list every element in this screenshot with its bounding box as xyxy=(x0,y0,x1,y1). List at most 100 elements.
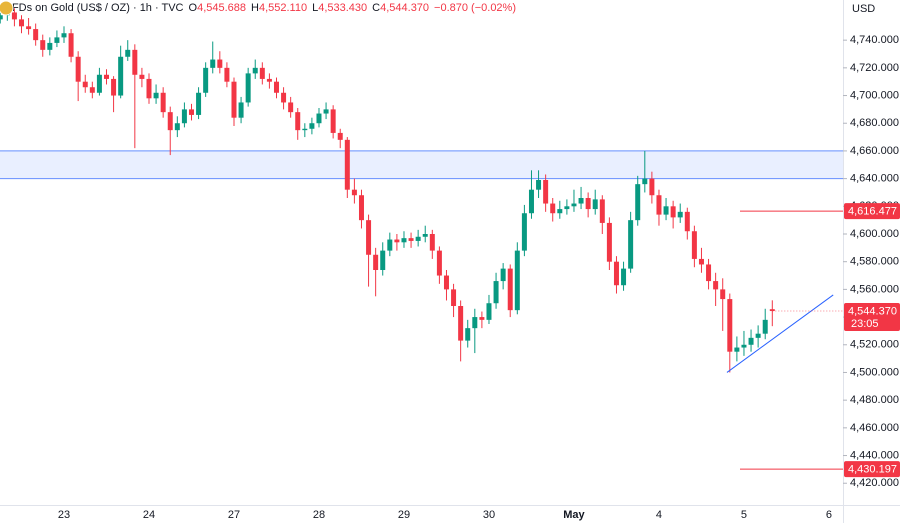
countdown: 23:05 xyxy=(851,318,879,330)
candle-body xyxy=(373,254,379,270)
candle-body xyxy=(670,206,676,218)
candle-body xyxy=(621,268,627,286)
candle-body xyxy=(302,128,308,131)
candle-body xyxy=(160,92,166,113)
symbol-title: CFDs on Gold (US$ / OZ) · 1h · TVC xyxy=(4,2,184,14)
candle-body xyxy=(18,19,24,27)
candle-body xyxy=(755,333,761,338)
candle-body xyxy=(663,206,669,215)
stat-value: 4,552.110 xyxy=(259,2,307,14)
candle-body xyxy=(500,268,506,282)
candle-body xyxy=(146,78,152,99)
candle-body xyxy=(592,199,598,210)
stat-key: O xyxy=(189,2,198,14)
candle-body xyxy=(295,112,301,131)
candle-body xyxy=(337,132,343,140)
stat-value: 4,533.430 xyxy=(318,2,367,14)
candle-body xyxy=(125,49,131,57)
candle-body xyxy=(259,67,265,79)
candle-body xyxy=(698,258,704,265)
y-tick-label: 4,460.000 xyxy=(850,422,899,434)
y-tick-label: 4,680.000 xyxy=(850,117,899,129)
candle-body xyxy=(366,220,372,255)
last-price-box xyxy=(844,303,900,332)
change: −0.870 (−0.02%) xyxy=(434,2,516,14)
y-tick-label: 4,420.000 xyxy=(850,477,899,489)
candle-body xyxy=(40,40,46,50)
candle-body xyxy=(486,303,492,320)
candle-body xyxy=(196,92,202,115)
candle-body xyxy=(528,189,534,214)
candle-body xyxy=(557,209,563,214)
candle-body xyxy=(174,123,180,131)
y-tick-label: 4,700.000 xyxy=(850,89,899,101)
candle-body xyxy=(458,306,464,341)
candle-body xyxy=(266,78,272,82)
candle-body xyxy=(351,189,357,196)
zone xyxy=(0,150,843,179)
candle-body xyxy=(344,139,350,190)
x-tick-label: 28 xyxy=(313,509,325,521)
candle-body xyxy=(769,309,775,312)
candle-body xyxy=(521,213,527,251)
stat-value: 4,545.688 xyxy=(197,2,246,14)
candle-body xyxy=(642,178,648,185)
level-label-box xyxy=(844,203,900,220)
candle-body xyxy=(628,220,634,269)
candle-body xyxy=(217,59,223,68)
candle-body xyxy=(394,239,400,243)
candle-body xyxy=(613,261,619,286)
x-tick-label: 4 xyxy=(656,509,662,521)
candle-body xyxy=(288,102,294,113)
stat-key: C xyxy=(372,2,380,14)
candle-body xyxy=(103,74,109,79)
candle-body xyxy=(224,67,230,82)
candle-body xyxy=(550,203,556,214)
candle-body xyxy=(443,275,449,290)
x-tick-label: 30 xyxy=(483,509,495,521)
candle-body xyxy=(245,73,251,103)
candle-body xyxy=(599,199,605,223)
trendline xyxy=(726,294,834,373)
candle-body xyxy=(118,56,124,96)
y-tick-label: 4,500.000 xyxy=(850,366,899,378)
stat-key: H xyxy=(251,2,259,14)
stat-value: 4,544.370 xyxy=(380,2,429,14)
y-tick-label: 4,480.000 xyxy=(850,394,899,406)
candle-body xyxy=(139,74,145,79)
candle-body xyxy=(422,234,428,237)
candle-body xyxy=(273,81,279,93)
candle-body xyxy=(472,317,478,329)
candle-body xyxy=(26,26,32,30)
candle-body xyxy=(11,12,17,20)
candle-body xyxy=(748,337,754,345)
candle-body xyxy=(713,281,719,290)
x-tick-label: 27 xyxy=(228,509,240,521)
candle-body xyxy=(281,92,287,103)
x-tick-label: 24 xyxy=(143,509,155,521)
candle-body xyxy=(571,203,577,207)
y-tick-label: 4,560.000 xyxy=(850,283,899,295)
y-tick-label: 4,580.000 xyxy=(850,256,899,268)
candle-body xyxy=(309,123,315,129)
candle-body xyxy=(691,231,697,259)
candle-body xyxy=(536,180,542,190)
candle-body xyxy=(210,59,216,68)
candle-body xyxy=(68,33,74,57)
candle-body xyxy=(75,56,81,82)
candle-body xyxy=(585,198,591,210)
currency-label: USD xyxy=(852,3,875,15)
candle-body xyxy=(33,29,39,41)
level-label: 4,430.197 xyxy=(848,464,897,476)
candle-body xyxy=(706,264,712,282)
y-tick-label: 4,600.000 xyxy=(850,228,899,240)
candle-body xyxy=(564,206,570,210)
candle-body xyxy=(330,109,336,133)
candle-body xyxy=(323,109,329,114)
candle-body xyxy=(358,195,364,221)
candle-body xyxy=(465,328,471,341)
y-tick-label: 4,740.000 xyxy=(850,34,899,46)
candle-body xyxy=(380,250,386,270)
y-tick-label: 4,660.000 xyxy=(850,145,899,157)
